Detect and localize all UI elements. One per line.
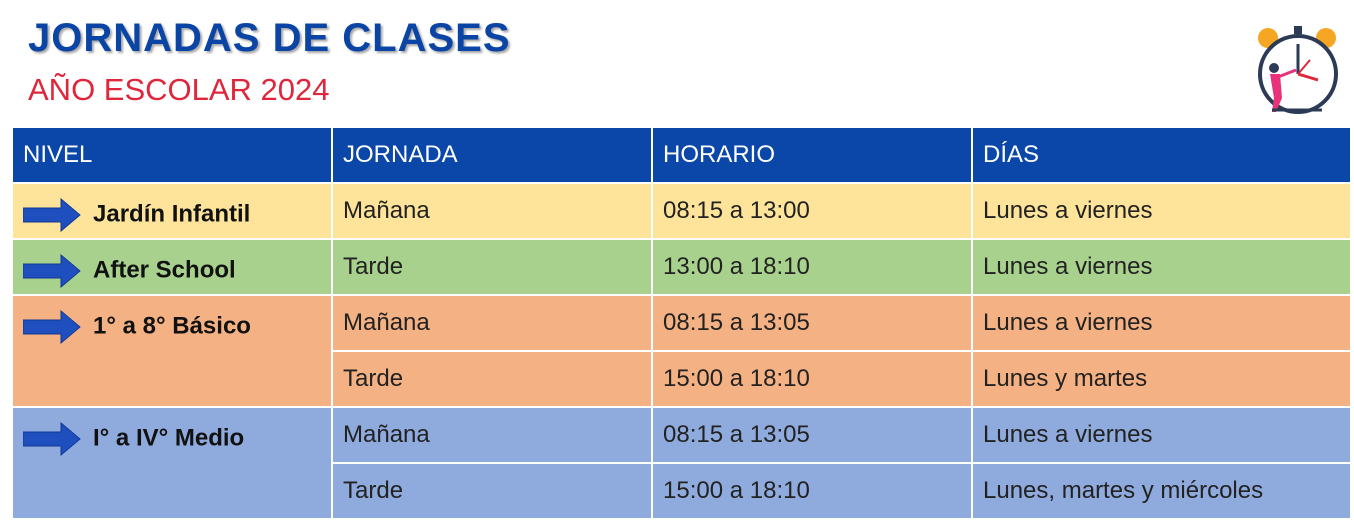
nivel-cell: 1° a 8° Básico [13,296,331,406]
arrow-icon [22,253,81,289]
nivel-cell: After School [13,240,331,294]
cell: Tarde [333,464,651,518]
table-row: Tarde 15:00 a 18:10 Lunes y martes [13,352,1350,406]
cell: 08:15 a 13:00 [653,184,971,238]
cell: Lunes a viernes [973,296,1350,350]
cell: 08:15 a 13:05 [653,296,971,350]
arrow-icon [22,197,81,233]
cell: Lunes a viernes [973,408,1350,462]
nivel-text: 1° a 8° Básico [93,312,251,340]
cell: Tarde [333,352,651,406]
cell: Mañana [333,184,651,238]
column-header: HORARIO [653,128,971,182]
cell: 08:15 a 13:05 [653,408,971,462]
cell: Lunes a viernes [973,184,1350,238]
nivel-text: Jardín Infantil [93,200,251,228]
column-header: NIVEL [13,128,331,182]
table-row: Jardín Infantil Mañana 08:15 a 13:00 Lunes … [13,184,1350,238]
subtitle: AÑO ESCOLAR 2024 [28,72,330,107]
title: JORNADAS DE CLASES [28,16,511,60]
nivel-cell: Jardín Infantil [13,184,331,238]
cell: Lunes a viernes [973,240,1350,294]
table-row: After School Tarde 13:00 a 18:10 Lunes a vi… [13,240,1350,294]
cell: 13:00 a 18:10 [653,240,971,294]
table-row: 1° a 8° Básico Mañana 08:15 a 13:05 Lunes a… [13,296,1350,406]
table-row: Tarde 15:00 a 18:10 Lunes, martes y miérco… [13,464,1350,518]
cell: Tarde [333,240,651,294]
nivel-text: After School [93,256,236,284]
cell: Mañana [333,408,651,462]
arrow-icon [22,309,81,345]
table-body: Jardín Infantil Mañana 08:15 a 13:00 Lunes … [13,184,1350,518]
header-row: NIVEL JORNADA HORARIO DÍAS [13,128,1350,182]
cell: Lunes y martes [973,352,1350,406]
cell: 15:00 a 18:10 [653,464,971,518]
table-row: I° a IV° Medio Mañana 08:15 a 13:05 Lunes a… [13,408,1350,518]
nivel-cell: I° a IV° Medio [13,408,331,518]
schedule-table: NIVEL JORNADA HORARIO DÍAS Jardín Infantil M… [11,126,1352,520]
cell: 15:00 a 18:10 [653,352,971,406]
column-header: JORNADA [333,128,651,182]
cell: Lunes, martes y miércoles [973,464,1350,518]
nivel-text: I° a IV° Medio [93,424,245,452]
column-header: DÍAS [973,128,1350,182]
clock-icon [1258,26,1338,114]
arrow-icon [22,421,81,457]
cell: Mañana [333,296,651,350]
